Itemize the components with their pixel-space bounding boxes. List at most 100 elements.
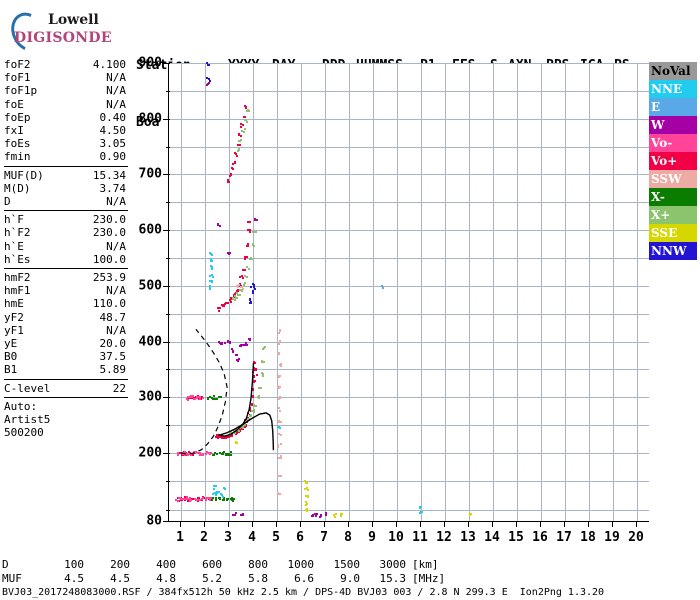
data-point: [201, 496, 204, 499]
distance-value-2: 400: [156, 558, 176, 571]
param-key: yF1: [4, 323, 24, 337]
param-row-fxi: fxI 4.50: [2, 124, 130, 137]
data-point: [252, 395, 255, 398]
vgrid-11: [421, 63, 422, 521]
data-point: [306, 494, 309, 497]
data-point: [183, 496, 186, 499]
legend-swatch-x[interactable]: X-: [649, 188, 697, 206]
legend-swatch-w[interactable]: W: [649, 116, 697, 134]
y-tick-400: [163, 342, 170, 343]
y-tick-800: [163, 119, 170, 120]
footer-muf-row: MUF 4.5 4.5 4.8 5.2 5.8 6.6 9.0 15.3 [MHz]: [2, 572, 700, 586]
vgrid-6: [301, 63, 302, 521]
y-minor-tick-650: [166, 202, 170, 203]
data-point: [279, 420, 282, 423]
data-point: [206, 77, 209, 80]
param-row-hme: hmE 110.0: [2, 297, 130, 310]
direction-color-legend[interactable]: NoVal NNE E W Vo- Vo+ SSW X- X+ SSE NNW: [649, 62, 697, 260]
logo-lowell-text: Lowell: [48, 12, 99, 28]
ionogram-plot-area[interactable]: [168, 61, 649, 522]
data-point: [240, 343, 243, 346]
data-point: [218, 451, 221, 454]
data-point: [240, 130, 243, 133]
data-point: [178, 499, 181, 502]
data-point: [231, 298, 234, 301]
data-point: [208, 497, 211, 500]
param-value: 48.7: [99, 310, 127, 324]
param-row-hf2: h`F2 230.0: [2, 226, 130, 239]
data-point: [257, 396, 260, 399]
param-divider-3: [4, 268, 128, 270]
muf-value-1: 4.5: [110, 572, 130, 585]
param-divider-1: [4, 165, 128, 167]
param-value: 22: [112, 381, 126, 395]
data-point: [258, 387, 261, 390]
legend-swatch-e[interactable]: E: [649, 98, 697, 116]
vgrid-3: [229, 63, 230, 521]
data-point: [278, 457, 281, 460]
muf-value-7: 15.3: [379, 572, 407, 585]
data-point: [241, 290, 244, 293]
data-point: [248, 337, 251, 340]
legend-swatch-vo[interactable]: Vo-: [649, 134, 697, 152]
auto-line-0: Auto:: [4, 399, 38, 413]
data-point: [216, 492, 219, 495]
y-minor-tick-150: [166, 481, 170, 482]
param-row-foe: foE N/A: [2, 98, 130, 111]
legend-swatch-vo[interactable]: Vo+: [649, 152, 697, 170]
data-point: [198, 395, 201, 398]
vgrid-16: [541, 63, 542, 521]
legend-swatch-sse[interactable]: SSE: [649, 224, 697, 242]
data-point: [247, 220, 250, 223]
data-point: [305, 504, 308, 507]
data-point: [205, 61, 208, 64]
x-axis: 1 2 3 4 5 6 7 8 9 10 11 12 13 14 15 16 17 18 19 20: [168, 521, 650, 551]
data-point: [176, 499, 179, 502]
data-point: [215, 485, 218, 488]
y-minor-tick-750: [166, 147, 170, 148]
legend-swatch-nnw[interactable]: NNW: [649, 242, 697, 260]
data-point: [205, 450, 208, 453]
plot-gridlines: [169, 63, 649, 521]
data-point: [249, 298, 252, 301]
vgrid-8: [349, 63, 350, 521]
data-point: [236, 286, 239, 289]
data-point: [223, 488, 226, 491]
data-point: [227, 180, 230, 183]
data-point: [239, 135, 242, 137]
muf-value-6: 9.0: [340, 572, 360, 585]
data-point: [419, 506, 422, 509]
data-point: [207, 64, 210, 67]
x-tick-8: [348, 521, 349, 527]
data-point: [238, 144, 241, 147]
data-point: [246, 243, 249, 246]
y-minor-tick-850: [166, 91, 170, 92]
param-key: yE: [4, 337, 18, 351]
hgrid-850: [169, 91, 649, 92]
data-point: [225, 436, 228, 439]
data-point: [233, 298, 236, 301]
param-row-fof1p: foF1p N/A: [2, 84, 130, 97]
data-point: [251, 402, 254, 405]
data-point: [185, 496, 188, 499]
data-point: [221, 452, 224, 455]
data-point: [245, 245, 248, 248]
param-key: foF2: [4, 58, 31, 71]
param-value: 20.0: [99, 337, 127, 351]
vgrid-5: [277, 63, 278, 521]
muf-value-5: 6.6: [294, 572, 314, 585]
data-point: [215, 436, 218, 439]
vgrid-10: [397, 63, 398, 521]
legend-swatch-noval[interactable]: NoVal: [649, 62, 697, 80]
data-point: [221, 495, 224, 498]
legend-swatch-ssw[interactable]: SSW: [649, 170, 697, 188]
legend-swatch-nne[interactable]: NNE: [649, 80, 697, 98]
data-point: [315, 513, 318, 516]
y-tick-label-80: 80: [146, 513, 162, 529]
legend-swatch-x[interactable]: X+: [649, 206, 697, 224]
data-point: [223, 497, 226, 500]
y-tick-label-700: 700: [138, 166, 162, 182]
data-point: [333, 515, 336, 518]
data-point: [199, 453, 202, 456]
data-point: [242, 287, 245, 290]
